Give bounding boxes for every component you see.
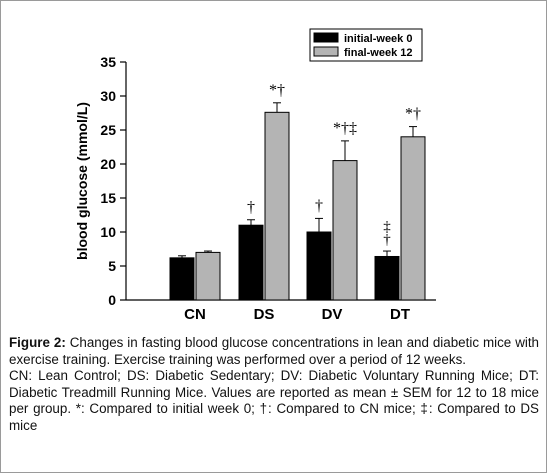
caption-label: Figure 2: (9, 335, 66, 350)
bar (400, 136, 426, 301)
chart-bars (169, 102, 426, 301)
legend-label: final-week 12 (344, 47, 412, 59)
y-tick-label: 0 (108, 292, 116, 308)
chart-labels: CN DS DV DT†*††*†‡‡†*† (184, 82, 421, 323)
bar (332, 160, 358, 301)
caption-abbreviations: CN: Lean Control; DS: Diabetic Sedentary… (9, 368, 539, 433)
legend-swatch (313, 32, 339, 43)
significance-marker: *† (269, 82, 285, 99)
y-axis-label: blood glucose (mmol/L) (74, 102, 90, 260)
caption-text: Changes in fasting blood glucose concent… (9, 335, 540, 367)
chart-legend: initial-week 0 final-week 12 (309, 28, 423, 62)
y-tick-label: 25 (100, 122, 116, 138)
chart-axes: 0 5 10 15 20 25 30 35 blood glucose (mmol/L) (74, 54, 436, 308)
bar (306, 231, 332, 301)
bar (238, 224, 264, 301)
y-tick-label: 35 (100, 54, 116, 70)
significance-marker: † (315, 197, 323, 214)
y-tick-label: 20 (100, 156, 116, 172)
y-tick-label: 30 (100, 88, 116, 104)
y-tick-label: 10 (100, 224, 116, 240)
bar (195, 251, 221, 301)
figure-caption: Figure 2: Changes in fasting blood gluco… (9, 335, 539, 435)
x-tick-label: DS (254, 306, 275, 323)
legend-label: initial-week 0 (344, 33, 412, 45)
bar (264, 111, 290, 301)
x-tick-label: CN (184, 306, 206, 323)
significance-marker: ‡ (383, 219, 391, 235)
significance-marker: *† (405, 106, 421, 123)
bar (374, 255, 400, 301)
significance-marker: † (247, 199, 255, 216)
significance-marker: *†‡ (333, 120, 357, 137)
y-tick-label: 15 (100, 190, 116, 206)
significance-marker: † (383, 232, 391, 248)
y-tick-label: 5 (108, 258, 116, 274)
legend-swatch (313, 46, 339, 57)
x-tick-label: DV (322, 306, 343, 323)
bar (169, 257, 195, 301)
x-tick-label: DT (390, 306, 410, 323)
bar-chart: 0 5 10 15 20 25 30 35 blood glucose (mmol/L) CN D… (74, 28, 436, 323)
